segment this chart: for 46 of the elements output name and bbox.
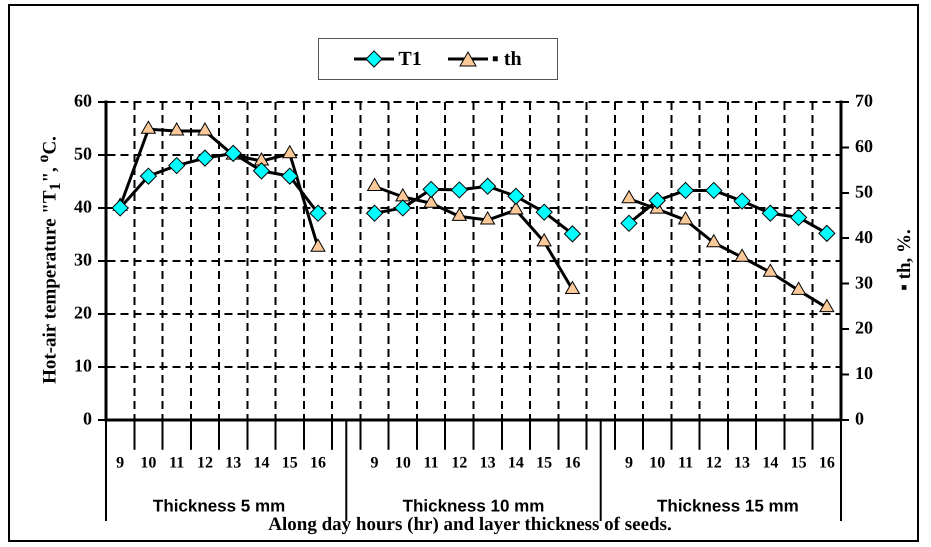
legend-label: ▪ th — [492, 48, 522, 70]
y2-tick-label: 30 — [855, 272, 873, 292]
y-tick-label: 10 — [74, 355, 92, 376]
x-tick-label: 12 — [706, 454, 722, 472]
text: Thickness 10 mm — [402, 496, 544, 516]
text: Thickness 15 mm — [657, 496, 799, 516]
x-tick-label: 10 — [394, 454, 411, 472]
y-tick-label: 30 — [74, 250, 92, 270]
x-tick-label: 14 — [508, 454, 524, 472]
x-tick-label: 16 — [310, 454, 326, 472]
y2-axis-title: ▪ th, %. — [894, 229, 916, 291]
y2-tick-label: 60 — [855, 136, 873, 156]
x-tick-label: 9 — [624, 454, 633, 472]
x-tick-label: 11 — [678, 454, 694, 472]
x-tick-label: 13 — [225, 454, 242, 472]
y-tick-label: 50 — [74, 144, 92, 164]
text: Thickness 5 mm — [152, 496, 286, 516]
y2-tick-label: 20 — [855, 318, 873, 338]
x-tick-label: 14 — [762, 454, 778, 472]
x-tick-label: 15 — [282, 454, 298, 472]
y-tick-label: 60 — [74, 90, 92, 111]
x-tick-label: 9 — [116, 454, 124, 472]
x-tick-label: 11 — [169, 454, 184, 472]
x-tick-label: 16 — [818, 454, 835, 472]
y2-tick-label: 50 — [855, 181, 873, 202]
x-tick-label: 9 — [370, 454, 379, 472]
y2-tick-label: 0 — [855, 408, 864, 428]
x-tick-label: 15 — [790, 454, 807, 472]
x-tick-label: 12 — [196, 454, 213, 472]
x-tick-label: 10 — [649, 454, 666, 472]
x-tick-label: 15 — [536, 454, 552, 472]
x-tick-label: 10 — [140, 454, 156, 472]
x-tick-label: 16 — [564, 454, 580, 472]
y2-tick-label: 40 — [855, 226, 873, 247]
y2-tick-label: 10 — [855, 363, 873, 384]
y-tick-label: 0 — [83, 408, 92, 428]
x-tick-label: 13 — [734, 454, 750, 472]
legend-label: T1 — [398, 48, 422, 70]
x-axis-title: Along day hours (hr) and layer thickness of seeds. — [268, 514, 672, 536]
y-tick-label: 40 — [74, 196, 92, 217]
x-tick-label: 13 — [480, 454, 496, 472]
y2-tick-label: 70 — [855, 90, 873, 111]
x-tick-label: 12 — [451, 454, 468, 472]
y-tick-label: 20 — [74, 302, 92, 323]
x-tick-label: 14 — [253, 454, 270, 472]
x-tick-label: 11 — [424, 454, 439, 472]
